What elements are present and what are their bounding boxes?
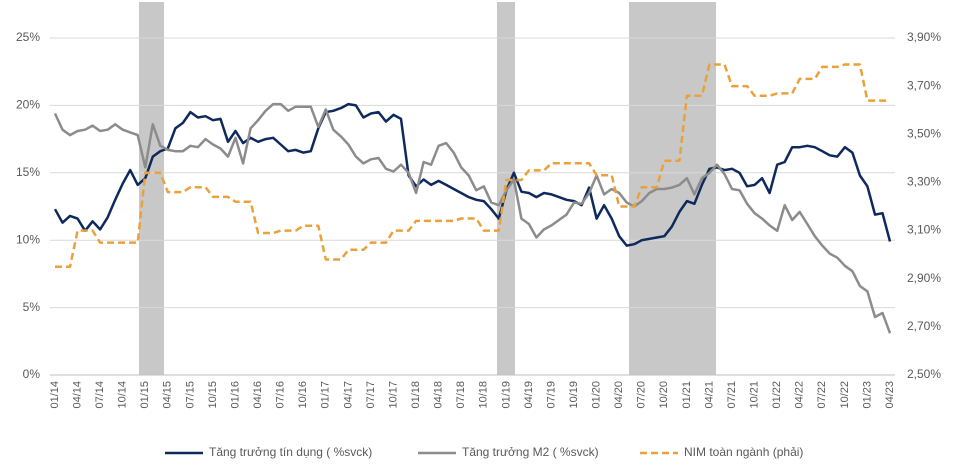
y2-tick-label: 3,70%: [907, 78, 941, 92]
y-tick-label: 0%: [23, 367, 41, 381]
y2-tick-label: 3,90%: [907, 30, 941, 44]
x-tick-label: 10/21: [749, 381, 761, 409]
x-tick-label: 04/19: [523, 381, 535, 409]
series-line: [55, 63, 890, 268]
x-tick-label: 07/17: [365, 381, 377, 409]
x-tick-label: 07/22: [816, 381, 828, 409]
legend-item: Tăng trưởng tín dụng ( %svck): [165, 445, 372, 459]
x-tick-label: 10/17: [387, 381, 399, 409]
y-tick-label: 5%: [23, 300, 41, 314]
shaded-period: [139, 2, 164, 375]
x-tick-label: 04/16: [252, 381, 264, 409]
x-tick-label: 04/23: [884, 381, 896, 409]
x-tick-label: 10/14: [117, 381, 129, 409]
legend-label: Tăng trưởng M2 ( %svck): [462, 445, 599, 459]
y2-tick-label: 3,10%: [907, 223, 941, 237]
y-tick-label: 20%: [16, 98, 40, 112]
x-tick-label: 01/16: [229, 381, 241, 409]
x-tick-label: 04/15: [162, 381, 174, 409]
legend-label: NIM toàn ngành (phải): [684, 445, 803, 459]
x-tick-label: 07/15: [184, 381, 196, 409]
x-tick-label: 01/22: [771, 381, 783, 409]
x-tick-label: 10/18: [478, 381, 490, 409]
x-tick-label: 04/21: [703, 381, 715, 409]
y2-tick-label: 3,50%: [907, 126, 941, 140]
legend-label: Tăng trưởng tín dụng ( %svck): [209, 445, 372, 459]
series-line: [53, 102, 892, 247]
x-tick-label: 04/22: [794, 381, 806, 409]
x-tick-label: 07/18: [455, 381, 467, 409]
x-tick-label: 01/23: [861, 381, 873, 409]
x-tick-label: 04/20: [613, 381, 625, 409]
shaded-periods: [139, 2, 716, 375]
legend-item: NIM toàn ngành (phải): [640, 445, 803, 459]
x-tick-label: 10/20: [658, 381, 670, 409]
x-tick-label: 04/14: [71, 381, 83, 409]
y-tick-label: 15%: [16, 165, 40, 179]
x-tick-label: 07/19: [545, 381, 557, 409]
x-tick-label: 10/22: [839, 381, 851, 409]
x-tick-label: 07/20: [636, 381, 648, 409]
x-tick-label: 07/14: [94, 381, 106, 409]
x-tick-label: 04/17: [342, 381, 354, 409]
x-tick-label: 01/17: [320, 381, 332, 409]
x-tick-label: 01/15: [139, 381, 151, 409]
y2-tick-label: 2,50%: [907, 367, 941, 381]
y2-tick-label: 2,70%: [907, 319, 941, 333]
x-tick-label: 01/14: [49, 381, 61, 409]
series-line: [53, 102, 892, 334]
x-tick-label: 10/15: [207, 381, 219, 409]
y2-tick-label: 2,90%: [907, 271, 941, 285]
x-tick-label: 07/21: [726, 381, 738, 409]
y2-tick-label: 3,30%: [907, 175, 941, 189]
legend-item: Tăng trưởng M2 ( %svck): [418, 445, 599, 459]
x-tick-label: 04/18: [433, 381, 445, 409]
x-tick-label: 01/20: [591, 381, 603, 409]
x-tick-label: 01/19: [500, 381, 512, 409]
x-tick-label: 01/21: [681, 381, 693, 409]
x-tick-label: 10/16: [297, 381, 309, 409]
y-tick-label: 10%: [16, 232, 40, 246]
y-tick-label: 25%: [16, 30, 40, 44]
x-tick-label: 07/16: [275, 381, 287, 409]
x-tick-label: 01/18: [410, 381, 422, 409]
x-tick-label: 10/19: [568, 381, 580, 409]
